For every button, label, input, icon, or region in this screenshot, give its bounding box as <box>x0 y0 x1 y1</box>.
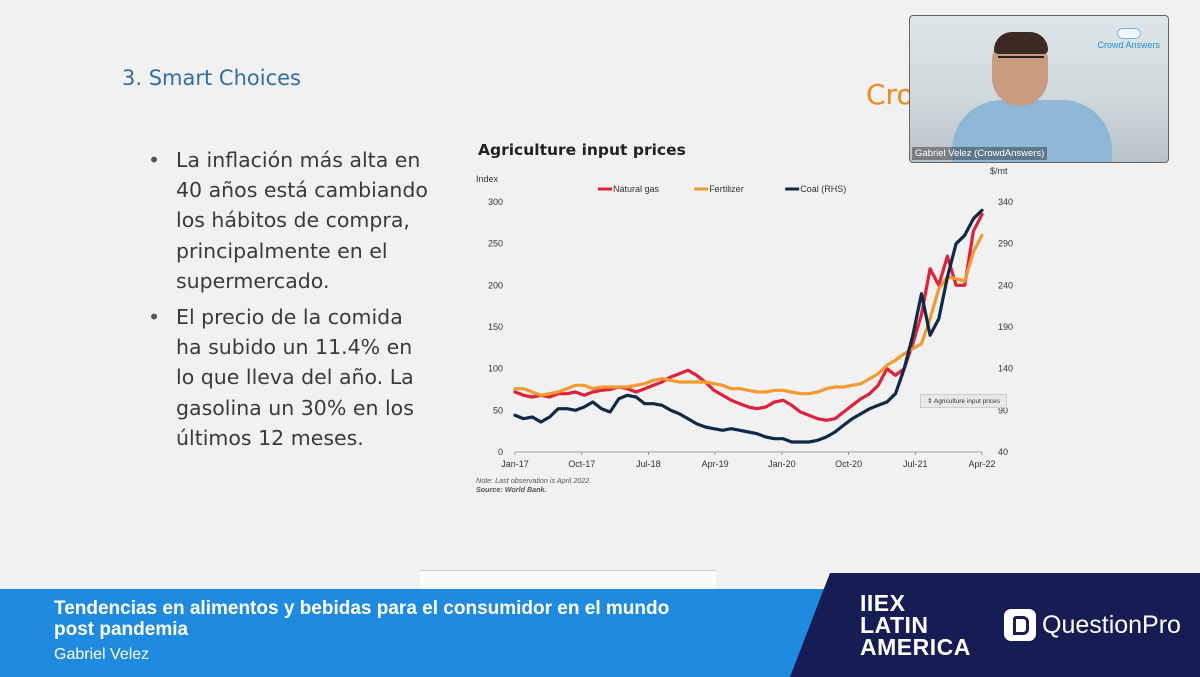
bullet-list: La inflación más alta en 40 años está ca… <box>140 145 430 459</box>
series-line <box>513 208 984 444</box>
talk-title: Tendencias en alimentos y bebidas para e… <box>54 598 670 640</box>
y-tick-label: 0 <box>498 447 503 457</box>
legend-label: Coal (RHS) <box>800 184 846 194</box>
cloud-icon <box>1116 28 1141 39</box>
speaker-body <box>952 100 1112 162</box>
x-tick-label: Apr-19 <box>702 459 729 469</box>
x-tick-label: Jan-20 <box>768 459 796 469</box>
x-tick-label: Oct-20 <box>835 459 862 469</box>
y-tick-label: 150 <box>488 322 503 332</box>
chart-tooltip: ⇕ Agriculture input prices <box>920 394 1008 408</box>
y2-tick-label: 190 <box>998 322 1013 332</box>
y2-tick-label: 240 <box>998 280 1013 290</box>
y2-tick-label: 290 <box>998 239 1013 249</box>
y-tick-label: 300 <box>488 197 503 207</box>
y2-tick-label: 340 <box>998 197 1013 207</box>
legend-label: Fertilizer <box>709 184 744 194</box>
iiex-logo: IIEX LATIN AMERICA <box>860 590 971 660</box>
webcam-name-label: Gabriel Velez (CrowdAnswers) <box>912 147 1048 160</box>
speaker-name: Gabriel Velez <box>54 646 150 663</box>
y-tick-label: 200 <box>488 280 503 290</box>
y2-tick-label: 40 <box>998 447 1008 457</box>
bullet-item: El precio de la comida ha subido un 11.4… <box>140 302 430 453</box>
chart-note: Note: Last observation is April 2022. <box>476 476 592 485</box>
x-tick-label: Jul-21 <box>903 459 928 469</box>
questionpro-logo: QuestionPro <box>1004 609 1181 641</box>
slide-controls-strip <box>420 570 716 591</box>
slide-title: 3. Smart Choices <box>122 66 301 90</box>
crowd-answers-cam-logo: Crowd Answers <box>1097 28 1160 50</box>
x-tick-label: Jan-17 <box>501 459 529 469</box>
x-tick-label: Oct-17 <box>568 459 595 469</box>
series-line <box>513 233 984 397</box>
y-tick-label: 50 <box>493 405 503 415</box>
x-tick-label: Apr-22 <box>968 459 995 469</box>
y-tick-label: 100 <box>488 364 503 374</box>
agriculture-prices-chart: Index $/mt 0 50 100 150 200 250 300 40 90 140 190 240… <box>476 166 1013 469</box>
chart-source: Source: World Bank. <box>476 485 547 494</box>
questionpro-icon <box>1004 609 1036 641</box>
speaker-glasses <box>998 56 1044 68</box>
x-tick-label: Jul-18 <box>636 459 661 469</box>
chart-title: Agriculture input prices <box>478 141 686 159</box>
y-axis-label: Index <box>476 174 499 184</box>
event-branding-panel <box>790 573 1200 677</box>
speaker-hair <box>994 32 1048 54</box>
bullet-item: La inflación más alta en 40 años está ca… <box>140 145 430 296</box>
y-tick-label: 250 <box>488 239 503 249</box>
webcam-video[interactable]: Crowd Answers Gabriel Velez (CrowdAnswer… <box>909 15 1169 163</box>
legend-label: Natural gas <box>613 184 660 194</box>
y2-tick-label: 90 <box>998 405 1008 415</box>
y2-axis-label: $/mt <box>990 166 1008 176</box>
y2-tick-label: 140 <box>998 364 1013 374</box>
